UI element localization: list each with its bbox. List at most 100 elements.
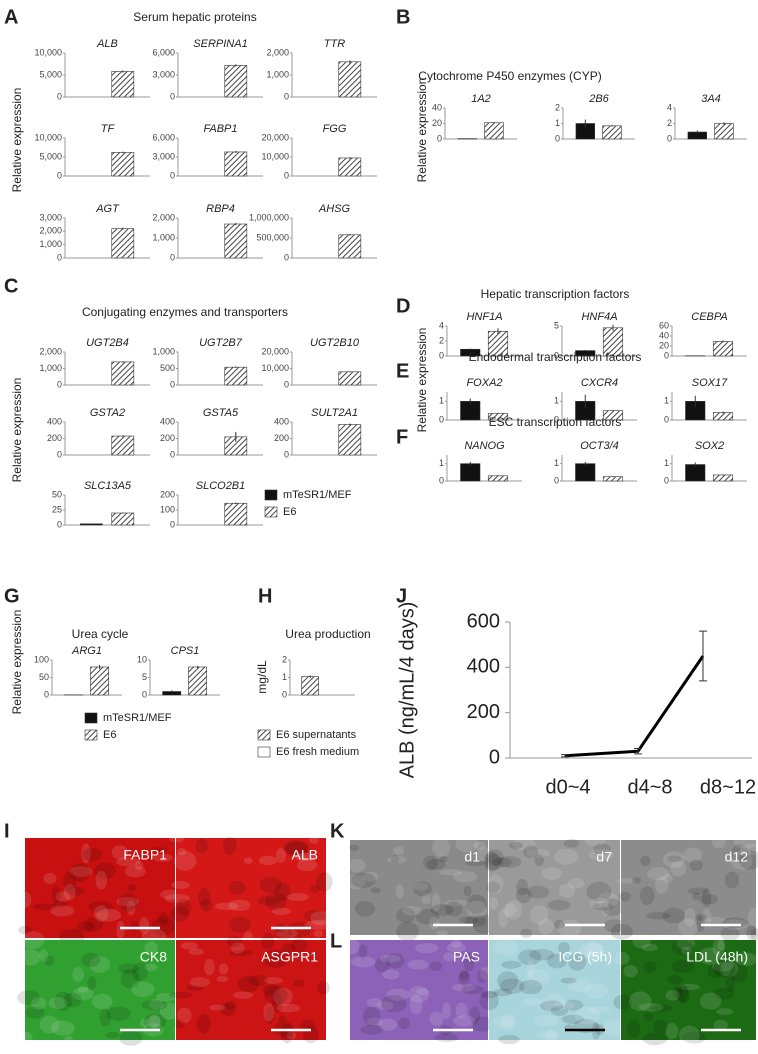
texture [195,838,208,853]
panel-label: D [396,295,410,317]
y-tick-label: 1,000 [266,69,289,79]
texture [31,997,46,1009]
texture [429,962,442,971]
chart-title: AGT [95,203,120,215]
texture [522,998,543,1005]
y-tick-label: 0 [57,449,62,459]
texture [644,961,657,973]
texture [119,1030,142,1046]
texture [623,965,638,977]
texture [43,873,56,884]
y-tick-label: 40 [659,330,669,340]
image-label: ASGPR1 [261,949,318,965]
texture [725,872,739,889]
y-tick-label: 10,000 [34,132,62,142]
y-tick-label: 2 [667,118,672,128]
y-tick-label: 600 [467,610,500,632]
texture [197,1014,211,1034]
texture [64,1036,73,1043]
texture [171,881,189,889]
y-axis-label: Relative expression [10,610,24,715]
bar [339,62,361,97]
texture [309,832,319,844]
y-tick-label: 1,000 [39,363,62,373]
texture [118,963,139,974]
texture [259,877,282,893]
texture [142,1000,168,1010]
y-tick-label: 1,000 [152,346,175,356]
y-tick-label: 0 [170,519,175,529]
y-tick-label: 200 [160,489,175,499]
y-tick-label: 400 [47,416,62,426]
panel-heading: ESC transcription factors [489,415,622,429]
texture [500,978,524,994]
texture [498,909,509,928]
texture [81,953,100,967]
chart-title: GSTA5 [203,407,239,419]
texture [144,964,157,972]
chart-title: 2B6 [588,93,609,105]
y-tick-label: 0 [170,379,175,389]
texture [52,886,61,903]
texture [396,884,404,898]
chart-title: TF [101,123,116,135]
texture [215,902,239,910]
texture [72,967,84,982]
y-tick-label: 2,000 [152,212,175,222]
bar [225,367,247,385]
texture [169,835,184,842]
chart-title: FGG [323,123,347,135]
chart-title: CPS1 [171,645,200,657]
y-tick-label: 5 [142,672,147,682]
y-axis-label: Relative expression [415,328,429,433]
chart-title: ARG1 [71,645,102,657]
texture [198,888,210,907]
texture [128,884,137,892]
y-tick-label: 1 [439,458,444,468]
texture [439,869,462,875]
legend-label: mTeSR1/MEF [103,712,172,724]
texture [258,896,281,905]
texture [632,936,650,949]
bar [339,158,361,176]
texture [272,908,291,915]
panel-heading: Cytochrome P450 enzymes (CYP) [418,69,601,83]
y-tick-label: 3,000 [39,212,62,222]
y-tick-label: 0 [57,170,62,180]
y-tick-label: 2 [282,654,287,664]
texture [219,963,228,974]
y-tick-label: 1 [554,458,559,468]
y-tick-label: 0 [554,475,559,485]
y-tick-label: 10,000 [261,363,289,373]
texture [643,1032,668,1045]
panel-heading: Urea production [285,627,370,641]
y-tick-label: 2 [555,102,560,112]
texture [345,938,360,954]
y-tick-label: 3,000 [152,151,175,161]
texture [479,991,499,1010]
y-tick-label: 0 [170,252,175,262]
chart-title: OCT3/4 [580,440,619,452]
y-tick-label: 1,000 [152,232,175,242]
y-tick-label: 200 [47,433,62,443]
texture [96,871,107,890]
image-label: d12 [725,849,749,865]
chart-title: SERPINA1 [193,38,247,50]
image-label: ICG (5h) [558,949,612,965]
bar [112,71,134,97]
texture [458,970,470,986]
bar [461,464,481,481]
y-tick-label: 500 [160,363,175,373]
bar [225,224,247,258]
y-tick-label: 0 [57,379,62,389]
panel-label: H [258,585,272,607]
bar [225,503,247,525]
texture [499,1035,520,1045]
y-tick-label: 200 [274,433,289,443]
texture [21,931,44,949]
legend-swatch [85,730,97,740]
texture [293,980,305,987]
texture [82,848,102,861]
texture [520,928,532,938]
y-tick-label: 6,000 [152,132,175,142]
